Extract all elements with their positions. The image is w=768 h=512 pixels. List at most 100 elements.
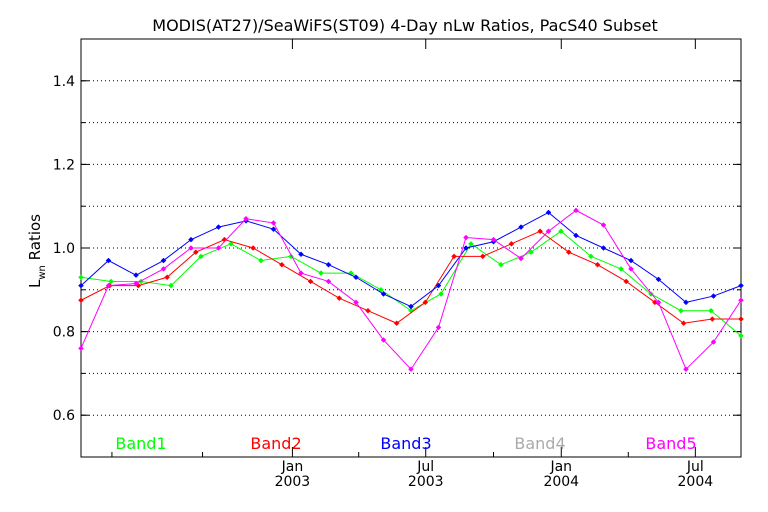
x-tick-label-year: 2004 <box>678 474 714 490</box>
data-point <box>188 245 194 251</box>
ticks: 0.60.81.01.21.4Jan2003Jul2003Jan2004Jul2… <box>53 39 741 490</box>
series-band5 <box>78 207 744 373</box>
data-point <box>215 224 222 230</box>
data-point <box>435 324 442 331</box>
data-point <box>243 215 249 222</box>
data-point <box>270 226 277 233</box>
data-point <box>192 249 199 256</box>
data-point <box>408 303 414 310</box>
data-point <box>545 228 552 235</box>
data-point <box>623 278 630 285</box>
data-point <box>336 295 343 302</box>
data-point <box>353 299 359 306</box>
data-point <box>738 316 744 322</box>
series-line <box>80 230 741 324</box>
data-point <box>318 270 324 276</box>
data-point <box>164 274 170 281</box>
data-point <box>228 240 234 247</box>
x-tick-label-year: 2003 <box>408 474 444 490</box>
data-point <box>380 337 387 343</box>
data-point <box>565 249 572 256</box>
data-point <box>408 366 414 373</box>
data-point <box>160 266 167 272</box>
data-point <box>594 261 601 268</box>
legend-entry-band3: Band3 <box>380 434 431 453</box>
data-point <box>215 245 222 251</box>
data-point <box>683 299 689 306</box>
data-point <box>298 270 304 276</box>
data-point <box>600 222 607 228</box>
legend-entry-band5: Band5 <box>645 434 696 453</box>
x-tick-label-year: 2003 <box>275 474 311 490</box>
data-point <box>710 293 717 299</box>
data-point <box>422 299 429 306</box>
data-point <box>380 291 387 297</box>
data-point <box>463 245 469 251</box>
data-point <box>307 278 314 285</box>
data-point <box>528 249 534 256</box>
legend: Band1 Band2 Band3 Band4 Band5 <box>115 434 696 453</box>
y-tick-label: 0.8 <box>53 325 75 341</box>
data-point <box>498 261 504 268</box>
data-point <box>655 276 662 283</box>
data-point <box>78 345 84 352</box>
data-point <box>678 307 684 314</box>
data-point <box>188 236 194 243</box>
legend-entry-band2: Band2 <box>250 434 301 453</box>
series-band2 <box>78 228 744 327</box>
data-point <box>537 228 543 235</box>
legend-entry-band1: Band1 <box>115 434 166 453</box>
data-point <box>279 261 285 268</box>
x-tick-label-month: Jul <box>686 459 704 475</box>
data-point <box>198 253 204 260</box>
data-point <box>78 297 84 304</box>
data-point <box>710 339 717 345</box>
data-point <box>618 266 624 272</box>
data-point <box>490 236 497 243</box>
x-tick-label-month: Jul <box>416 459 434 475</box>
data-point <box>258 257 264 264</box>
data-point <box>545 209 552 216</box>
series-layer <box>78 207 744 373</box>
data-point <box>709 316 716 322</box>
data-point <box>508 240 515 247</box>
data-point <box>558 228 564 235</box>
legend-entry-band4: Band4 <box>514 434 565 453</box>
data-point <box>365 307 371 314</box>
data-point <box>393 320 400 327</box>
data-point <box>573 232 579 239</box>
data-point <box>468 240 474 247</box>
data-point <box>708 307 714 314</box>
x-tick-label-year: 2004 <box>543 474 579 490</box>
data-point <box>270 220 277 226</box>
data-point <box>518 255 524 262</box>
data-point <box>628 257 634 264</box>
data-point <box>133 272 139 279</box>
y-tick-label: 1.2 <box>53 157 75 173</box>
y-tick-label: 1.0 <box>53 241 75 257</box>
data-point <box>108 278 114 285</box>
data-point <box>438 291 444 297</box>
chart-title: MODIS(AT27)/SeaWiFS(ST09) 4-Day nLw Rati… <box>152 16 657 35</box>
y-axis-label: Lwn Ratios <box>26 214 48 288</box>
data-point <box>298 251 304 258</box>
y-tick-label: 0.6 <box>53 408 75 424</box>
data-point <box>78 282 84 289</box>
data-point <box>738 282 744 289</box>
data-point <box>325 261 332 268</box>
data-point <box>325 278 332 285</box>
data-point <box>518 224 524 230</box>
data-point <box>105 257 112 264</box>
data-point <box>479 253 486 260</box>
data-point <box>451 253 457 260</box>
data-point <box>250 245 257 251</box>
data-point <box>105 282 112 289</box>
series-band1 <box>78 228 744 339</box>
data-point <box>160 257 167 264</box>
x-tick-label-month: Jan <box>549 459 572 475</box>
x-tick-label-month: Jan <box>281 459 304 475</box>
y-tick-label: 1.4 <box>53 74 75 90</box>
data-point <box>435 282 442 289</box>
